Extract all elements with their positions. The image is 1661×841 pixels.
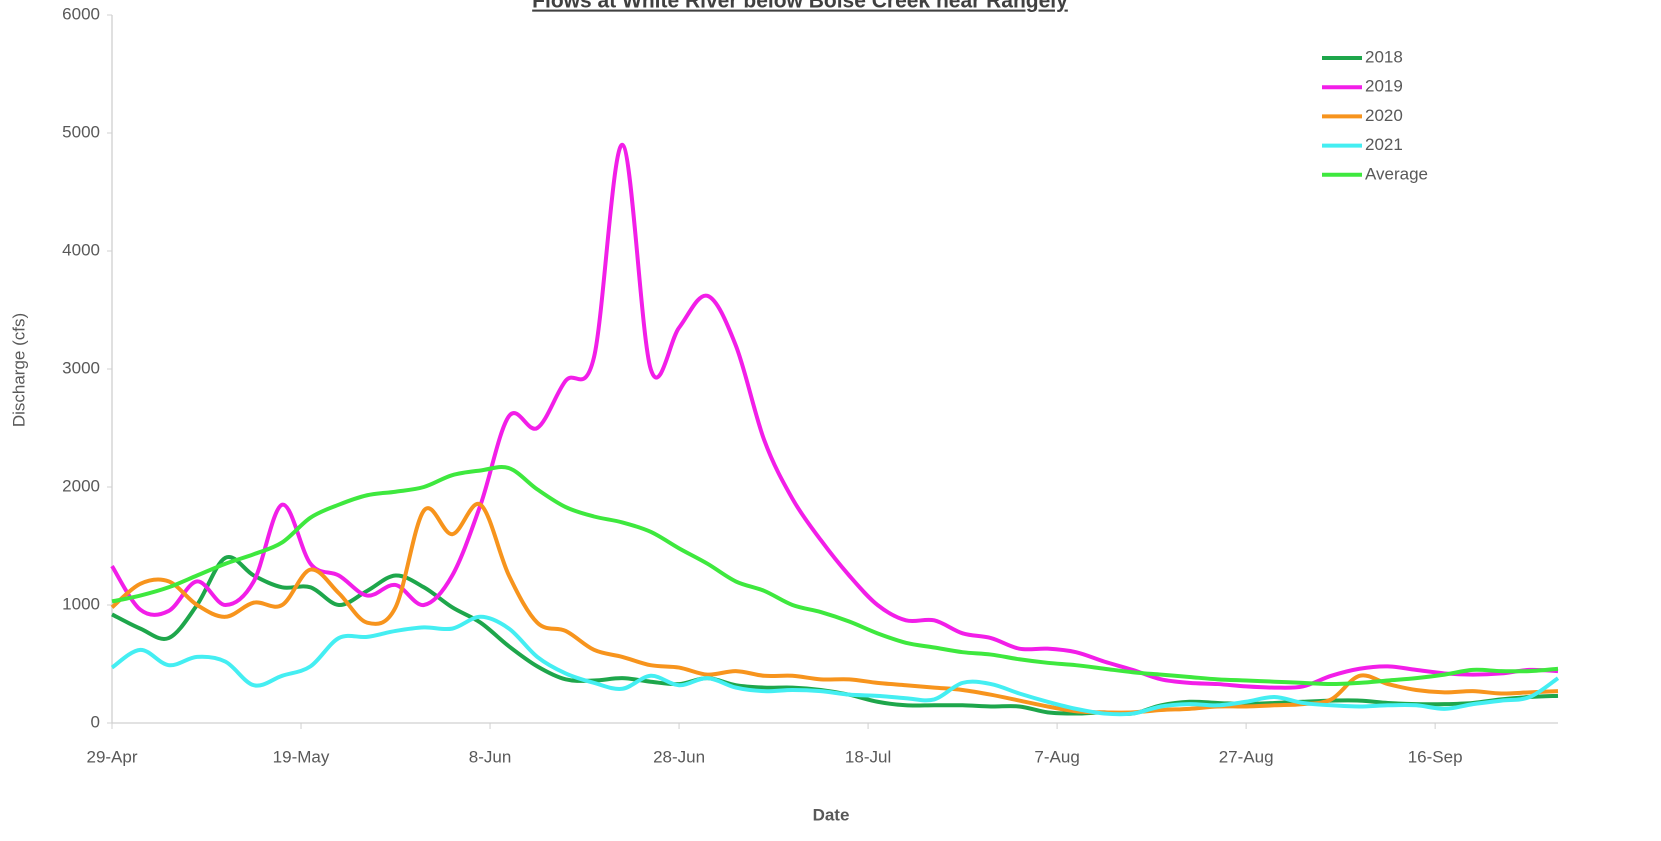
x-tick-label: 7-Aug: [1034, 747, 1079, 766]
x-tick-label: 16-Sep: [1408, 747, 1463, 766]
legend-label: Average: [1365, 164, 1428, 183]
x-tick-label: 19-May: [273, 747, 330, 766]
y-tick-label: 0: [91, 712, 100, 731]
legend-label: 2019: [1365, 77, 1403, 96]
y-axis-label: Discharge (cfs): [9, 313, 28, 427]
y-tick-label: 2000: [62, 476, 100, 495]
series-line: [110, 501, 1559, 715]
x-tick-label: 18-Jul: [845, 747, 891, 766]
x-axis-label: Date: [813, 805, 850, 824]
y-tick-label: 1000: [62, 594, 100, 613]
y-tick-label: 5000: [62, 122, 100, 141]
x-tick-label: 8-Jun: [469, 747, 512, 766]
x-tick-label: 29-Apr: [86, 747, 137, 766]
series-line: [110, 614, 1560, 717]
chart-title: Flows at White River below Boise Creek n…: [532, 0, 1068, 13]
x-tick-label: 27-Aug: [1219, 747, 1274, 766]
legend-label: 2021: [1365, 135, 1403, 154]
x-tick-label: 28-Jun: [653, 747, 705, 766]
y-tick-label: 6000: [62, 4, 100, 23]
series-line: [111, 464, 1559, 687]
y-tick-label: 4000: [62, 240, 100, 259]
series-line: [110, 142, 1559, 690]
y-tick-label: 3000: [62, 358, 100, 377]
legend-label: 2020: [1365, 106, 1403, 125]
legend-label: 2018: [1365, 47, 1403, 66]
